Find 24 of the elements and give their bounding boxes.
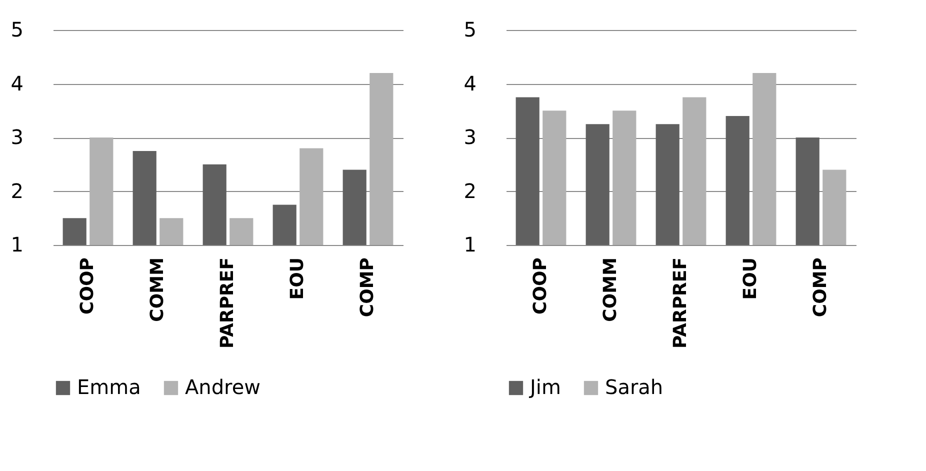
x-tick-label: PARPREF	[670, 258, 691, 348]
y-tick-label: 4	[464, 71, 476, 96]
y-tick-label: 1	[464, 232, 476, 256]
x-tick-label: COMP	[357, 258, 378, 318]
y-tick-label: 3	[10, 125, 24, 149]
x-tick-label: COOP	[77, 258, 98, 315]
legend-label: Emma	[77, 375, 141, 399]
y-tick-label: 5	[10, 18, 24, 42]
legend-label: Sarah	[605, 375, 664, 399]
x-tick-label: COMM	[600, 258, 621, 322]
y-tick-label: 5	[464, 18, 476, 42]
legend-label: Andrew	[185, 375, 260, 399]
x-tick-label: COOP	[530, 258, 551, 315]
x-tick-label: COMM	[147, 258, 168, 322]
y-tick-label: 1	[10, 232, 24, 256]
legend-label: Jim	[528, 375, 561, 399]
x-tick-label: EOU	[740, 258, 761, 300]
x-tick-label: PARPREF	[217, 258, 238, 348]
y-tick-label: 3	[464, 125, 476, 149]
y-tick-label: 4	[10, 71, 24, 96]
y-tick-label: 2	[464, 178, 476, 203]
y-tick-label: 2	[10, 178, 24, 203]
x-tick-label: COMP	[810, 258, 831, 318]
x-tick-label: EOU	[287, 258, 308, 300]
